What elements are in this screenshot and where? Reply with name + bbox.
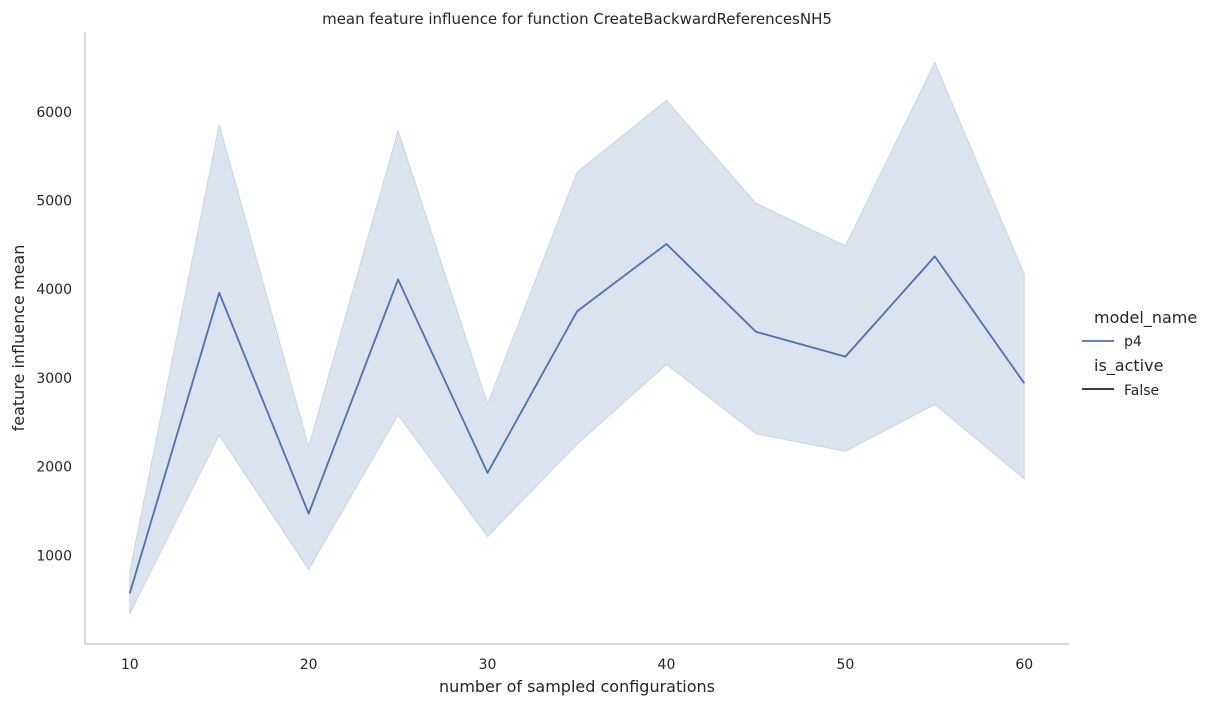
x-tick-label-60: 60: [1015, 657, 1033, 673]
y-axis-label: feature influence mean: [9, 245, 28, 432]
series-0-line: [128, 243, 1026, 594]
y-tick-labels: 1000 2000 3000 4000 5000 6000: [36, 105, 72, 564]
legend-hue-title: model_name: [1094, 308, 1197, 328]
legend: model_name p4 is_active False: [1082, 308, 1197, 399]
chart-title: mean feature influence for function Crea…: [322, 10, 832, 28]
y-tick-label-2000: 2000: [36, 460, 72, 476]
x-tick-label-10: 10: [121, 657, 139, 673]
y-tick-label-4000: 4000: [36, 282, 72, 298]
legend-false-label: False: [1124, 383, 1159, 399]
y-tick-label-5000: 5000: [36, 194, 72, 210]
confidence-band-layer: [129, 60, 1025, 615]
x-tick-label-30: 30: [479, 657, 497, 673]
series-line-layer: [128, 243, 1026, 594]
x-tick-labels: 10 20 30 40 50 60: [121, 657, 1033, 673]
series-0-confidence-band: [129, 60, 1025, 615]
legend-p4-label: p4: [1124, 334, 1142, 350]
x-tick-label-20: 20: [300, 657, 318, 673]
x-tick-label-50: 50: [836, 657, 854, 673]
y-tick-label-1000: 1000: [36, 548, 72, 564]
y-tick-label-6000: 6000: [36, 105, 72, 121]
x-tick-label-40: 40: [658, 657, 676, 673]
legend-style-title: is_active: [1094, 356, 1163, 376]
y-tick-label-3000: 3000: [36, 371, 72, 387]
x-axis-label: number of sampled configurations: [439, 677, 715, 696]
